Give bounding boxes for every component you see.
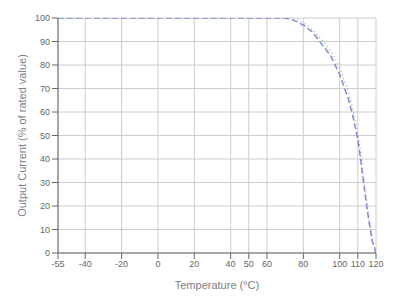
svg-text:120: 120 <box>368 259 383 269</box>
svg-text:40: 40 <box>40 154 50 164</box>
svg-text:0: 0 <box>45 248 50 258</box>
svg-text:100: 100 <box>332 259 347 269</box>
svg-text:90: 90 <box>40 37 50 47</box>
svg-text:60: 60 <box>262 259 272 269</box>
svg-text:20: 20 <box>189 259 199 269</box>
svg-text:70: 70 <box>40 84 50 94</box>
svg-text:Output Current (% of rated val: Output Current (% of rated value) <box>16 54 28 217</box>
svg-text:40: 40 <box>226 259 236 269</box>
svg-text:100: 100 <box>35 13 50 23</box>
svg-text:50: 50 <box>244 259 254 269</box>
svg-text:-20: -20 <box>115 259 128 269</box>
svg-text:80: 80 <box>40 60 50 70</box>
svg-text:10: 10 <box>40 225 50 235</box>
svg-text:50: 50 <box>40 131 50 141</box>
svg-text:60: 60 <box>40 107 50 117</box>
svg-text:30: 30 <box>40 178 50 188</box>
svg-text:80: 80 <box>298 259 308 269</box>
svg-text:-40: -40 <box>79 259 92 269</box>
svg-text:20: 20 <box>40 201 50 211</box>
svg-text:Temperature (°C): Temperature (°C) <box>175 279 259 291</box>
svg-text:110: 110 <box>351 259 365 269</box>
svg-text:-55: -55 <box>51 259 64 269</box>
svg-text:0: 0 <box>155 259 160 269</box>
